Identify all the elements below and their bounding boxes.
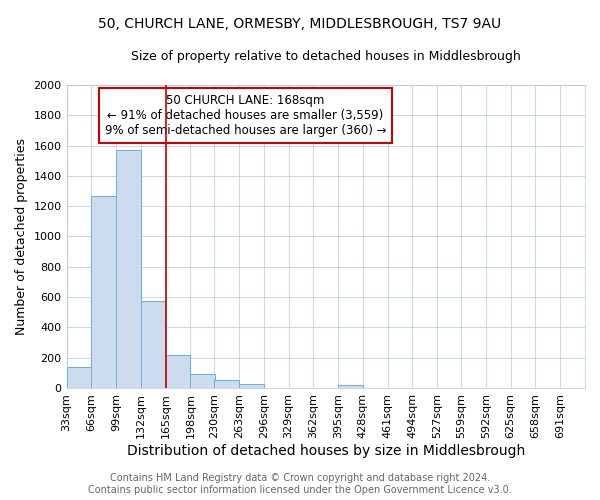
Text: 50 CHURCH LANE: 168sqm
← 91% of detached houses are smaller (3,559)
9% of semi-d: 50 CHURCH LANE: 168sqm ← 91% of detached… [104,94,386,137]
Text: 50, CHURCH LANE, ORMESBY, MIDDLESBROUGH, TS7 9AU: 50, CHURCH LANE, ORMESBY, MIDDLESBROUGH,… [98,18,502,32]
Bar [338,385,363,388]
Text: Contains HM Land Registry data © Crown copyright and database right 2024.
Contai: Contains HM Land Registry data © Crown c… [88,474,512,495]
Bar [116,150,140,388]
X-axis label: Distribution of detached houses by size in Middlesbrough: Distribution of detached houses by size … [127,444,525,458]
Bar [67,367,91,388]
Bar [91,196,116,388]
Title: Size of property relative to detached houses in Middlesbrough: Size of property relative to detached ho… [131,50,521,63]
Bar [166,356,190,388]
Bar [190,374,215,388]
Bar [239,384,264,388]
Bar [141,301,166,388]
Y-axis label: Number of detached properties: Number of detached properties [15,138,28,335]
Bar [214,380,239,388]
